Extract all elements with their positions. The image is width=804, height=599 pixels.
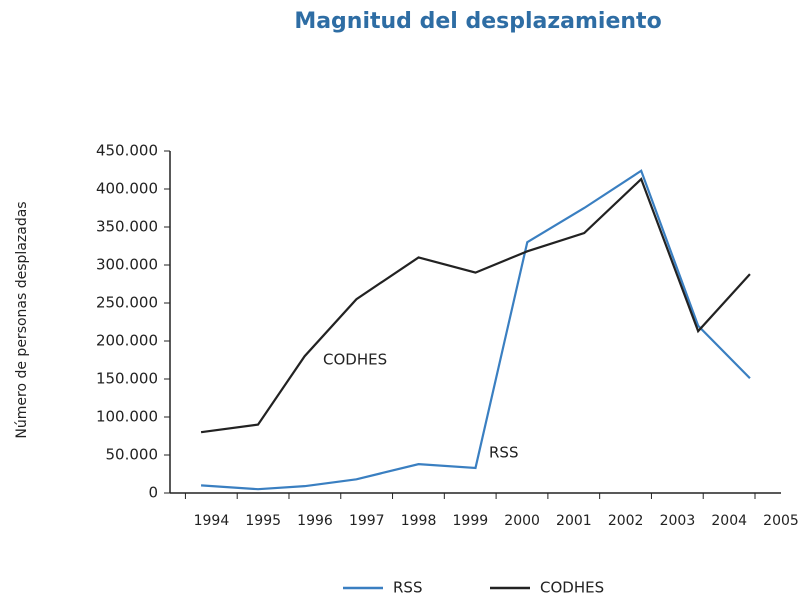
legend-label: RSS bbox=[393, 579, 422, 597]
x-tick-label: 1998 bbox=[401, 513, 437, 529]
x-tick-label: 2004 bbox=[711, 513, 747, 529]
y-tick-label: 0 bbox=[148, 484, 158, 502]
series-line bbox=[200, 169, 751, 491]
y-tick-label: 50.000 bbox=[106, 446, 159, 464]
x-tick-label: 2000 bbox=[504, 513, 540, 529]
y-tick-label: 200.000 bbox=[96, 332, 158, 350]
x-tick-label: 2001 bbox=[556, 513, 592, 529]
y-tick-label: 150.000 bbox=[96, 370, 158, 388]
x-tick-label: 1997 bbox=[349, 513, 385, 529]
annotation: RSS bbox=[489, 444, 518, 462]
x-tick-label: 1999 bbox=[453, 513, 489, 529]
y-tick-label: 300.000 bbox=[96, 256, 158, 274]
x-tick-label: 1995 bbox=[245, 513, 281, 529]
x-tick-label: 2003 bbox=[660, 513, 696, 529]
legend-label: CODHES bbox=[540, 579, 604, 597]
x-tick-label: 1996 bbox=[297, 513, 333, 529]
x-tick-label: 2002 bbox=[608, 513, 644, 529]
x-tick-label: 2005 bbox=[763, 513, 799, 529]
annotation: CODHES bbox=[323, 351, 387, 369]
chart-title: Magnitud del desplazamiento bbox=[294, 9, 661, 34]
y-tick-label: 400.000 bbox=[96, 180, 158, 198]
y-tick-label: 450.000 bbox=[96, 142, 158, 160]
y-tick-label: 250.000 bbox=[96, 294, 158, 312]
series-line bbox=[200, 177, 751, 434]
y-tick-label: 100.000 bbox=[96, 408, 158, 426]
y-tick-label: 350.000 bbox=[96, 218, 158, 236]
x-tick-label: 1994 bbox=[194, 513, 230, 529]
y-axis-label: Número de personas desplazadas bbox=[14, 201, 30, 438]
